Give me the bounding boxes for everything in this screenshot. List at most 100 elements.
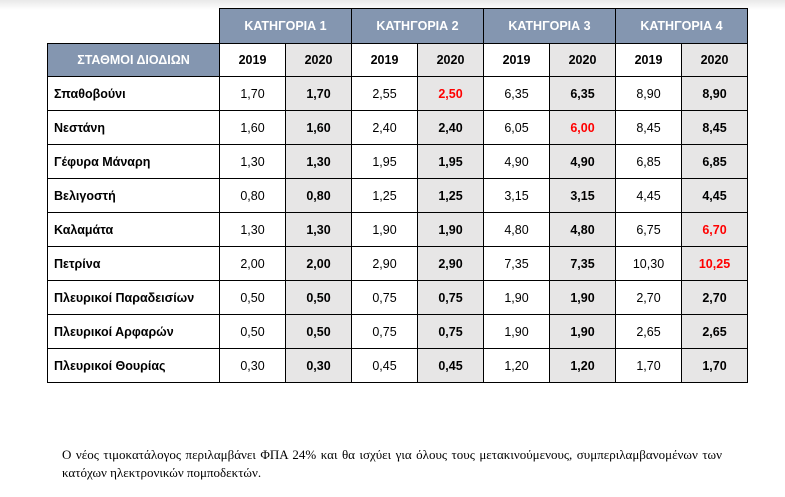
price-2020-cell: 4,80	[549, 212, 616, 247]
price-2019-cell: 0,50	[219, 280, 286, 315]
price-2020-cell: 2,70	[681, 280, 748, 315]
price-2020-cell: 1,95	[417, 144, 484, 179]
year-header: 2020	[285, 43, 352, 77]
price-2019-cell: 1,90	[351, 212, 418, 247]
table-row: Πλευρικοί Θουρίας 0,30 0,30 0,45 0,45 1,20 1,2…	[47, 348, 748, 383]
price-2019-cell: 0,75	[351, 314, 418, 349]
price-2020-cell: 1,20	[549, 348, 616, 383]
category-3-header: ΚΑΤΗΓΟΡΙΑ 3	[483, 8, 616, 44]
station-name: Καλαμάτα	[47, 212, 220, 247]
price-2020-cell: 0,75	[417, 280, 484, 315]
category-2-header: ΚΑΤΗΓΟΡΙΑ 2	[351, 8, 484, 44]
price-2020-cell: 1,25	[417, 178, 484, 213]
price-2019-cell: 4,90	[483, 144, 550, 179]
price-2020-cell: 6,00	[549, 110, 616, 145]
price-2019-cell: 1,25	[351, 178, 418, 213]
price-2019-cell: 6,85	[615, 144, 682, 179]
price-2020-cell: 6,85	[681, 144, 748, 179]
table-row: Σπαθοβούνι 1,70 1,70 2,55 2,50 6,35 6,35 8,90 8,…	[47, 76, 748, 111]
price-2019-cell: 4,45	[615, 178, 682, 213]
year-header: 2019	[483, 43, 550, 77]
price-2019-cell: 1,30	[219, 212, 286, 247]
price-2019-cell: 3,15	[483, 178, 550, 213]
table-row: Νεστάνη 1,60 1,60 2,40 2,40 6,05 6,00 8,45 8,45	[47, 110, 748, 145]
price-2019-cell: 1,30	[219, 144, 286, 179]
price-2019-cell: 6,35	[483, 76, 550, 111]
table-row: Γέφυρα Μάναρη 1,30 1,30 1,95 1,95 4,90 4,90 6,8…	[47, 144, 748, 179]
year-header: 2019	[615, 43, 682, 77]
price-2020-cell: 0,45	[417, 348, 484, 383]
price-2019-cell: 1,90	[483, 280, 550, 315]
price-2020-cell: 2,00	[285, 246, 352, 281]
price-2019-cell: 1,90	[483, 314, 550, 349]
year-header: 2020	[417, 43, 484, 77]
price-2020-cell: 1,30	[285, 212, 352, 247]
price-2020-cell: 0,50	[285, 280, 352, 315]
price-2020-cell: 2,50	[417, 76, 484, 111]
category-1-header: ΚΑΤΗΓΟΡΙΑ 1	[219, 8, 352, 44]
price-2019-cell: 8,45	[615, 110, 682, 145]
price-2020-cell: 1,90	[549, 280, 616, 315]
price-2020-cell: 2,40	[417, 110, 484, 145]
table-row: Πετρίνα 2,00 2,00 2,90 2,90 7,35 7,35 10,30 10,2…	[47, 246, 748, 281]
table-row: Πλευρικοί Παραδεισίων 0,50 0,50 0,75 0,75 1,9…	[47, 280, 748, 315]
station-name: Πλευρικοί Θουρίας	[47, 348, 220, 383]
station-name: Πλευρικοί Παραδεισίων	[47, 280, 220, 315]
price-2019-cell: 2,40	[351, 110, 418, 145]
price-2020-cell: 0,80	[285, 178, 352, 213]
station-name: Πλευρικοί Αρφαρών	[47, 314, 220, 349]
price-2020-cell: 10,25	[681, 246, 748, 281]
year-header: 2019	[351, 43, 418, 77]
price-2020-cell: 8,90	[681, 76, 748, 111]
price-2019-cell: 6,05	[483, 110, 550, 145]
empty-corner	[48, 9, 220, 44]
price-2020-cell: 4,90	[549, 144, 616, 179]
price-2020-cell: 2,90	[417, 246, 484, 281]
price-2020-cell: 1,90	[417, 212, 484, 247]
year-header: 2020	[681, 43, 748, 77]
price-2020-cell: 1,70	[285, 76, 352, 111]
table-body: Σπαθοβούνι 1,70 1,70 2,55 2,50 6,35 6,35 8,90 8,…	[47, 76, 748, 383]
table-row: Καλαμάτα 1,30 1,30 1,90 1,90 4,80 4,80 6,75 6,70	[47, 212, 748, 247]
price-2020-cell: 6,35	[549, 76, 616, 111]
price-2019-cell: 1,60	[219, 110, 286, 145]
station-name: Νεστάνη	[47, 110, 220, 145]
price-2019-cell: 0,30	[219, 348, 286, 383]
price-2019-cell: 0,80	[219, 178, 286, 213]
price-2019-cell: 0,75	[351, 280, 418, 315]
stations-column-header: ΣΤΑΘΜΟΙ ΔΙΟΔΙΩΝ	[47, 43, 220, 77]
price-2020-cell: 1,30	[285, 144, 352, 179]
price-2020-cell: 6,70	[681, 212, 748, 247]
price-2020-cell: 0,75	[417, 314, 484, 349]
price-2020-cell: 7,35	[549, 246, 616, 281]
station-name: Πετρίνα	[47, 246, 220, 281]
table-row: Πλευρικοί Αρφαρών 0,50 0,50 0,75 0,75 1,90 1,9…	[47, 314, 748, 349]
price-2019-cell: 1,70	[219, 76, 286, 111]
price-2019-cell: 6,75	[615, 212, 682, 247]
price-2020-cell: 8,45	[681, 110, 748, 145]
station-name: Γέφυρα Μάναρη	[47, 144, 220, 179]
price-2019-cell: 10,30	[615, 246, 682, 281]
price-2019-cell: 7,35	[483, 246, 550, 281]
price-2020-cell: 0,50	[285, 314, 352, 349]
price-2020-cell: 1,70	[681, 348, 748, 383]
category-header-row: ΚΑΤΗΓΟΡΙΑ 1 ΚΑΤΗΓΟΡΙΑ 2 ΚΑΤΗΓΟΡΙΑ 3 ΚΑΤΗ…	[48, 8, 748, 44]
price-2019-cell: 2,55	[351, 76, 418, 111]
price-2020-cell: 3,15	[549, 178, 616, 213]
price-2020-cell: 0,30	[285, 348, 352, 383]
top-shade-bar	[0, 0, 785, 10]
year-header: 2020	[549, 43, 616, 77]
price-2019-cell: 2,90	[351, 246, 418, 281]
price-2019-cell: 0,45	[351, 348, 418, 383]
vat-note: Ο νέος τιμοκατάλογος περιλαμβάνει ΦΠΑ 24…	[62, 447, 722, 480]
station-name: Σπαθοβούνι	[47, 76, 220, 111]
price-2019-cell: 1,95	[351, 144, 418, 179]
year-header-row: ΣΤΑΘΜΟΙ ΔΙΟΔΙΩΝ 2019 2020 2019 2020 2019…	[47, 43, 748, 77]
price-2020-cell: 2,65	[681, 314, 748, 349]
price-2019-cell: 2,00	[219, 246, 286, 281]
price-2019-cell: 1,20	[483, 348, 550, 383]
price-2019-cell: 1,70	[615, 348, 682, 383]
price-2019-cell: 4,80	[483, 212, 550, 247]
price-2019-cell: 8,90	[615, 76, 682, 111]
price-2019-cell: 2,65	[615, 314, 682, 349]
